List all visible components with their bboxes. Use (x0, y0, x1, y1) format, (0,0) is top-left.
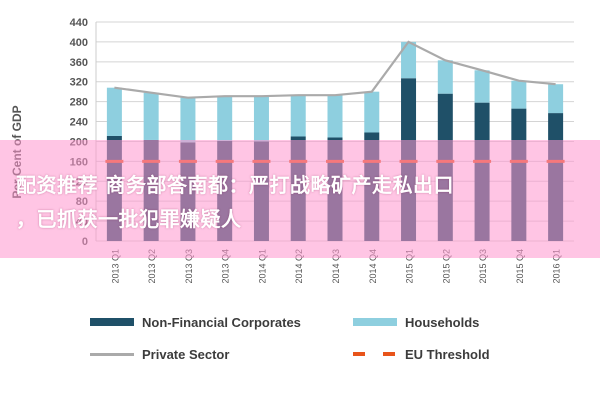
bar-households (548, 84, 564, 114)
x-tick-label: 2015 Q2 (441, 249, 451, 284)
legend-swatch-private-sector (90, 352, 134, 356)
bar-households (180, 97, 196, 143)
x-tick-label: 2013 Q1 (110, 249, 120, 284)
x-tick-label: 2016 Q1 (552, 249, 562, 284)
x-tick-label: 2014 Q1 (257, 249, 267, 284)
promo-banner[interactable]: 配资推荐 商务部答南都：严打战略矿产走私出口 ，已抓获一批犯罪嫌疑人 (0, 140, 600, 258)
x-tick-label: 2014 Q2 (294, 249, 304, 284)
y-tick-label: 440 (70, 17, 88, 29)
chart-legend: Non-Financial Corporates Households Priv… (0, 304, 600, 374)
bar-households (511, 80, 527, 109)
banner-line-2: ，已抓获一批犯罪嫌疑人 (16, 207, 242, 231)
x-tick-label: 2015 Q1 (405, 249, 415, 284)
legend-swatch-households (353, 318, 397, 326)
legend-item-eu-threshold: EU Threshold (353, 344, 490, 364)
bar-households (327, 95, 343, 138)
bar-households (364, 91, 380, 133)
legend-label-eu-threshold: EU Threshold (405, 346, 490, 362)
bar-households (143, 92, 159, 140)
bar-households (106, 87, 122, 136)
x-tick-label: 2013 Q4 (221, 249, 231, 284)
legend-item-private-sector: Private Sector (90, 344, 229, 364)
line-private-sector (114, 40, 556, 99)
legend-label-non-financial-corporates: Non-Financial Corporates (142, 314, 301, 330)
bar-households (437, 60, 453, 94)
legend-item-non-financial-corporates: Non-Financial Corporates (90, 312, 301, 332)
legend-swatch-non-financial-corporates (90, 318, 134, 326)
bar-households (474, 70, 490, 103)
legend-item-households: Households (353, 312, 479, 332)
legend-label-private-sector: Private Sector (142, 346, 230, 362)
bar-households (401, 41, 417, 79)
x-axis-ticks: 2013 Q1 2013 Q2 2013 Q3 2013 Q4 2014 Q1 2014 … (110, 249, 561, 284)
bar-households (253, 96, 269, 142)
banner-line-1: 配资推荐 商务部答南都：严打战略矿产走私出口 (16, 173, 454, 197)
x-tick-label: 2014 Q4 (368, 249, 378, 284)
legend-swatch-eu-threshold (353, 352, 397, 356)
bar-households (290, 95, 306, 137)
bar-households (217, 96, 233, 141)
y-tick-label: 280 (70, 97, 88, 109)
x-tick-label: 2013 Q3 (184, 249, 194, 284)
y-tick-label: 400 (70, 37, 88, 49)
x-tick-label: 2015 Q3 (478, 249, 488, 284)
x-tick-label: 2015 Q4 (515, 249, 525, 284)
x-tick-label: 2013 Q2 (147, 249, 157, 284)
x-tick-label: 2014 Q3 (331, 249, 341, 284)
y-tick-label: 360 (70, 57, 88, 69)
y-tick-label: 320 (70, 77, 88, 89)
legend-label-households: Households (405, 314, 480, 330)
y-tick-label: 240 (70, 117, 88, 129)
